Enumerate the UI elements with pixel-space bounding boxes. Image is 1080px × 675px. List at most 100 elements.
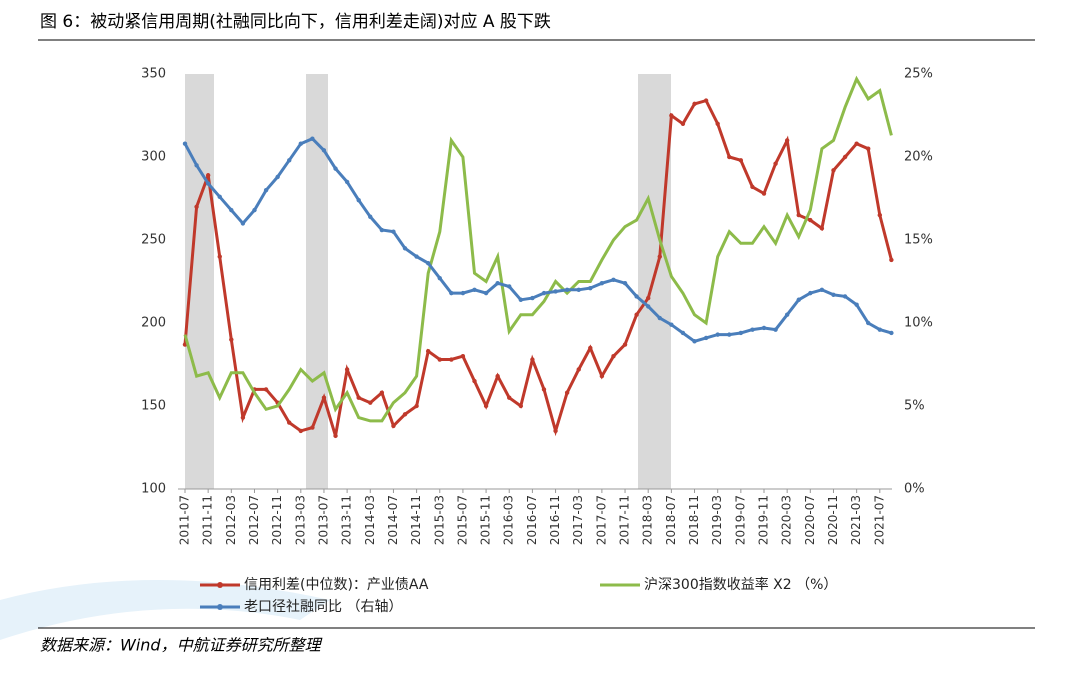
point [472,287,477,292]
shade [306,74,328,489]
point [669,113,674,118]
point [229,337,234,342]
source: 数据来源：Wind，中航证券研究所整理 [40,636,323,655]
point [449,290,454,296]
point [483,403,489,409]
point [750,184,755,190]
point [182,141,188,146]
point [761,191,767,196]
legend-label: 沪深300指数收益率 X2 （%） [644,576,837,593]
point [669,322,674,327]
point [657,315,662,321]
point [368,214,373,219]
point [298,141,303,146]
point [368,400,373,405]
x-tick-label: 2014-11 [409,495,423,545]
point [738,158,744,163]
point [808,217,813,223]
point [391,229,396,234]
point [703,98,709,103]
point [877,327,882,332]
point [634,294,639,299]
point [761,325,767,331]
x-tick-label: 2012-07 [247,495,261,545]
point [240,221,246,226]
point [414,403,419,409]
point [588,345,593,351]
point [541,290,547,296]
point [703,335,709,341]
point [727,154,732,160]
x-tick-label: 2014-07 [386,495,400,545]
watermark [0,580,330,640]
y2-tick-label: 10% [904,316,933,331]
point [784,138,790,143]
y-tick-label: 100 [141,482,166,497]
point [866,146,871,151]
point [831,168,836,173]
point [194,163,199,168]
x-tick-label: 2020-03 [780,495,794,545]
point [379,390,385,395]
y-tick-label: 350 [141,67,166,82]
x-tick-label: 2019-11 [757,495,771,545]
point [796,212,801,218]
point [263,188,269,193]
y2-tick-label: 0% [904,482,925,497]
point [229,207,234,213]
x-tick-label: 2018-07 [664,495,678,545]
x-tick-label: 2016-11 [548,495,562,545]
x-tick-label: 2017-11 [618,495,632,545]
point [819,287,825,292]
point [287,158,292,163]
legend-label: 老口径社融同比 （右轴） [244,599,402,615]
x-tick-label: 2018-03 [641,495,655,545]
legend-marker [217,604,223,610]
point [495,280,500,286]
point [646,295,651,301]
point [796,297,801,302]
point [854,141,859,146]
point [622,280,628,286]
point [541,387,547,392]
point [518,297,524,302]
point [205,181,211,186]
x-tick-label: 2019-07 [733,495,747,545]
point [321,148,327,153]
point [877,212,882,218]
point [507,395,512,400]
point [680,121,686,127]
point [217,254,222,259]
point [842,154,848,160]
point [425,349,431,354]
legend-label: 信用利差(中位数)：产业债AA [244,577,429,593]
point [402,412,408,417]
point [553,289,558,294]
x-tick-label: 2017-07 [594,495,608,545]
point [287,420,292,425]
x-tick-label: 2012-03 [224,495,238,545]
point [333,433,338,439]
point [495,373,500,379]
point [553,428,558,434]
point [379,227,385,233]
x-tick-label: 2015-07 [455,495,469,545]
x-tick-label: 2019-03 [710,495,724,545]
point [414,254,419,259]
point [738,330,744,336]
point [576,367,581,372]
point [194,204,199,209]
x-tick-label: 2020-11 [826,495,840,545]
point [310,136,315,141]
point [889,257,894,263]
point [275,174,280,180]
point [263,387,269,392]
point [321,395,327,400]
x-tick-label: 2011-07 [178,495,192,545]
point [437,275,442,281]
point [842,294,848,299]
y2-tick-label: 5% [904,399,925,414]
point [205,173,211,178]
point [460,290,466,296]
